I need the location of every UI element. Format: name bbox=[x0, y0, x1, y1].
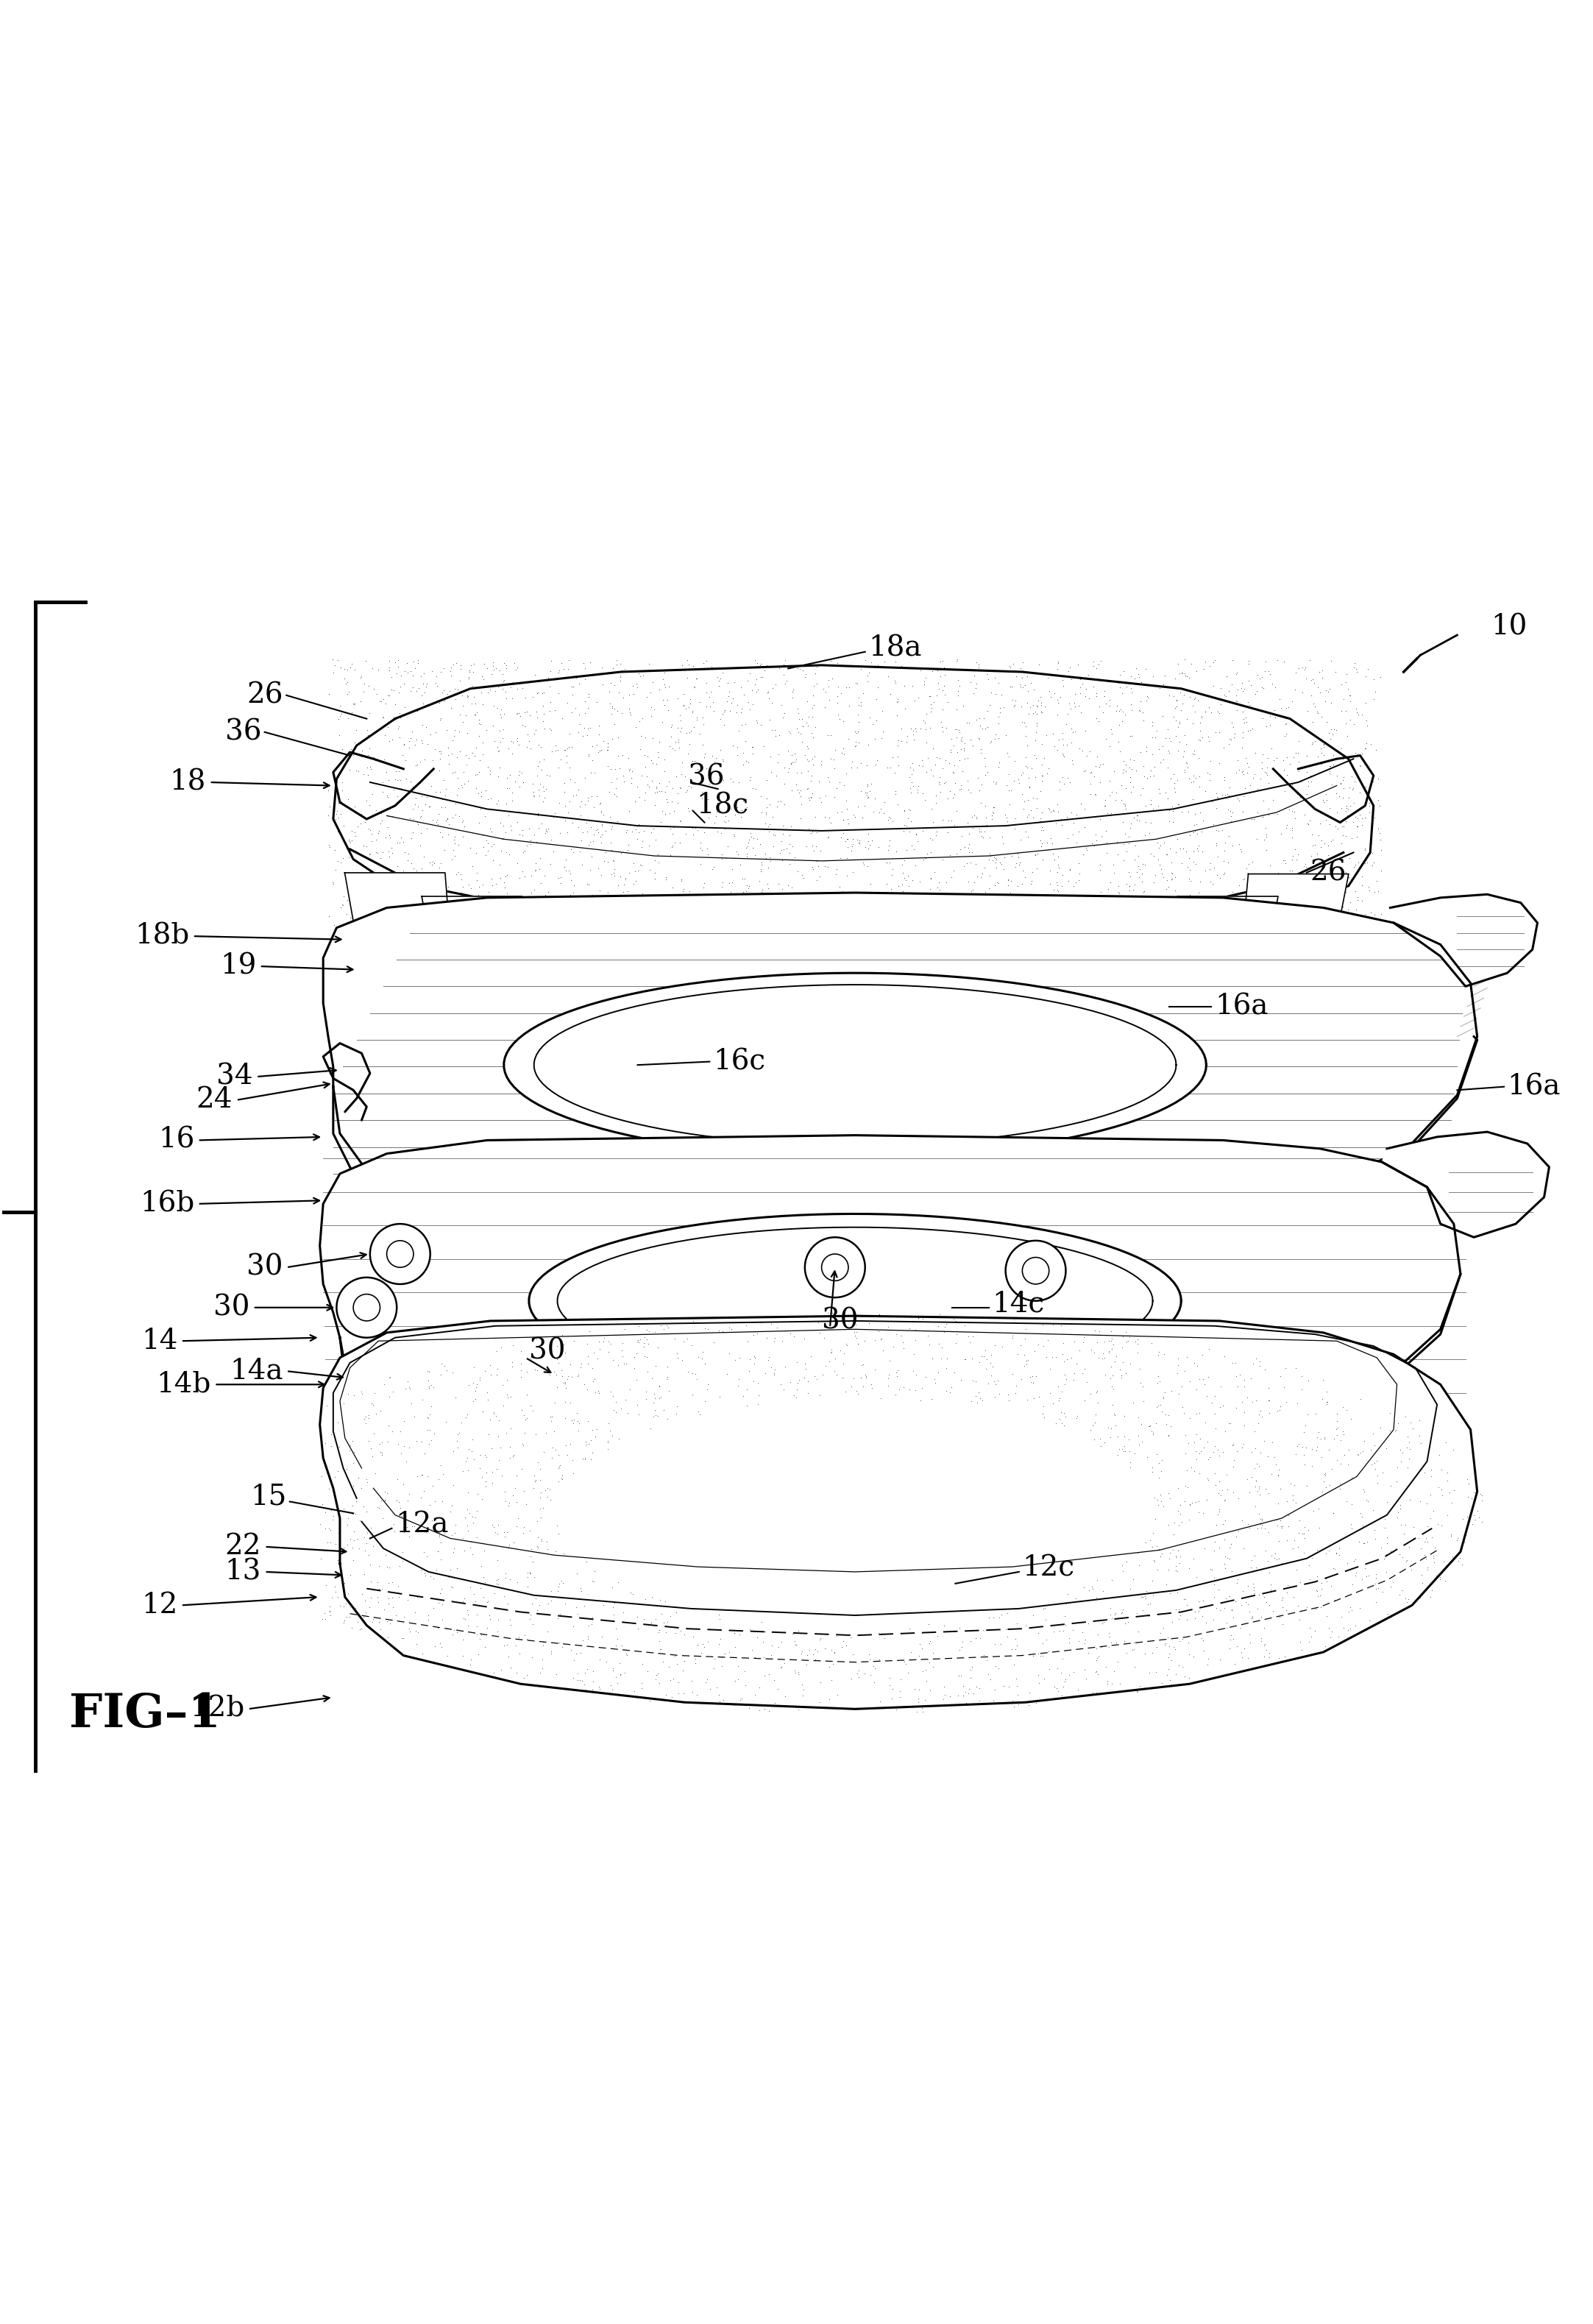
Text: 16: 16 bbox=[158, 1127, 194, 1155]
Polygon shape bbox=[422, 897, 530, 997]
Text: 26: 26 bbox=[247, 681, 284, 709]
Text: 22: 22 bbox=[225, 1534, 261, 1559]
Polygon shape bbox=[862, 930, 962, 1034]
Circle shape bbox=[336, 1278, 397, 1339]
Text: 12b: 12b bbox=[190, 1697, 245, 1722]
Polygon shape bbox=[503, 974, 1206, 1157]
Polygon shape bbox=[344, 874, 452, 974]
Polygon shape bbox=[323, 892, 1477, 1236]
Text: 18a: 18a bbox=[868, 634, 922, 662]
Circle shape bbox=[804, 1236, 865, 1297]
Polygon shape bbox=[749, 930, 849, 1034]
Circle shape bbox=[1023, 1257, 1050, 1285]
Polygon shape bbox=[320, 1134, 1461, 1466]
Text: 14: 14 bbox=[142, 1327, 178, 1355]
Text: 19: 19 bbox=[220, 953, 256, 981]
Text: 34: 34 bbox=[217, 1062, 253, 1090]
Circle shape bbox=[1005, 1241, 1066, 1301]
Text: 24: 24 bbox=[196, 1088, 233, 1113]
Text: 36: 36 bbox=[688, 765, 725, 790]
Text: 30: 30 bbox=[822, 1308, 859, 1334]
Text: FIG–1: FIG–1 bbox=[68, 1692, 220, 1736]
Text: 12: 12 bbox=[142, 1592, 178, 1620]
Text: 12c: 12c bbox=[1023, 1555, 1075, 1583]
Polygon shape bbox=[524, 916, 632, 1018]
Circle shape bbox=[527, 1343, 588, 1404]
Polygon shape bbox=[1381, 1132, 1548, 1236]
Text: 10: 10 bbox=[1491, 614, 1528, 641]
Text: 16b: 16b bbox=[140, 1190, 194, 1218]
Text: 16a: 16a bbox=[1214, 992, 1268, 1020]
Polygon shape bbox=[970, 925, 1074, 1030]
Text: 15: 15 bbox=[250, 1483, 287, 1511]
Text: 13: 13 bbox=[225, 1557, 261, 1585]
Polygon shape bbox=[1239, 874, 1349, 971]
Text: 30: 30 bbox=[213, 1294, 250, 1320]
Text: 16a: 16a bbox=[1507, 1074, 1561, 1099]
Text: 18b: 18b bbox=[135, 923, 190, 951]
Polygon shape bbox=[1391, 895, 1537, 985]
Polygon shape bbox=[1169, 897, 1278, 995]
Text: 16c: 16c bbox=[714, 1048, 765, 1076]
Polygon shape bbox=[320, 1315, 1477, 1708]
Text: 30: 30 bbox=[247, 1253, 284, 1281]
Text: 12a: 12a bbox=[395, 1511, 449, 1538]
Text: 26: 26 bbox=[1309, 860, 1346, 885]
Circle shape bbox=[354, 1294, 381, 1320]
Circle shape bbox=[387, 1241, 414, 1267]
Polygon shape bbox=[1078, 916, 1187, 1016]
Text: 18c: 18c bbox=[696, 792, 749, 820]
Polygon shape bbox=[529, 1213, 1180, 1387]
Text: 30: 30 bbox=[529, 1336, 566, 1364]
Text: 14c: 14c bbox=[992, 1290, 1045, 1318]
Circle shape bbox=[370, 1225, 430, 1285]
Polygon shape bbox=[350, 848, 1343, 1034]
Circle shape bbox=[543, 1362, 570, 1387]
Text: 14b: 14b bbox=[156, 1371, 212, 1399]
Polygon shape bbox=[636, 925, 746, 1030]
Polygon shape bbox=[333, 665, 1373, 932]
Text: 36: 36 bbox=[225, 718, 261, 746]
Text: 14a: 14a bbox=[229, 1357, 284, 1385]
Text: 18: 18 bbox=[170, 769, 205, 795]
Circle shape bbox=[822, 1255, 849, 1281]
